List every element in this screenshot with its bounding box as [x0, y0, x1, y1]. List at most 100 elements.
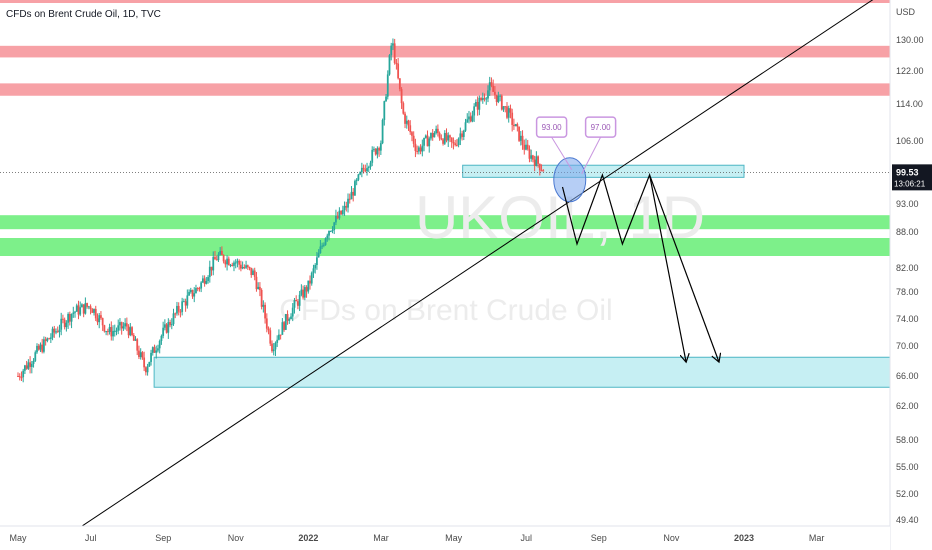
candle-body — [252, 270, 254, 275]
candle-body — [471, 115, 474, 122]
candle-body — [341, 210, 344, 215]
callout-box — [584, 116, 617, 138]
y-tick-label: 66.00 — [896, 371, 919, 381]
candle-body — [497, 95, 500, 102]
candle-body — [390, 45, 393, 56]
candle-body — [430, 133, 432, 139]
candle-body — [452, 142, 455, 144]
candle-body — [43, 339, 45, 352]
candle-body — [89, 306, 92, 310]
candle-body — [537, 156, 539, 164]
candle-body — [255, 276, 258, 290]
candle-body — [265, 318, 268, 329]
candle-body — [443, 132, 446, 144]
candle-body — [253, 270, 256, 277]
candle-body — [260, 290, 263, 307]
candle-body — [436, 128, 439, 134]
y-tick-label: 93.00 — [896, 199, 919, 209]
candle-body — [144, 367, 147, 373]
candle-body — [487, 90, 489, 99]
candle-body — [502, 106, 505, 110]
y-axis[interactable]: 130.00 122.00 114.00 106.00 93.00 88.00 82.00 7… — [889, 0, 932, 550]
candle-body — [523, 144, 526, 150]
candle-body — [485, 98, 488, 100]
y-tick-label: 122.00 — [896, 66, 924, 76]
candle-body — [146, 366, 149, 373]
candle-body — [219, 250, 222, 255]
candle-body — [100, 315, 102, 319]
candle-body — [454, 143, 457, 145]
candle-body — [24, 365, 26, 371]
candle-body — [262, 304, 265, 307]
y-tick-label: 52.00 — [896, 489, 919, 499]
candle-body — [371, 149, 374, 163]
x-tick-label: Mar — [809, 533, 825, 543]
candle-body — [468, 116, 470, 120]
candle-body — [101, 318, 104, 326]
candle-body — [411, 132, 413, 136]
candle-body — [488, 82, 491, 91]
candle-body — [98, 315, 101, 323]
candle-body — [362, 167, 365, 170]
candle-body — [229, 264, 232, 266]
y-tick-label: 49.40 — [896, 515, 919, 525]
candle-body — [87, 306, 90, 308]
candle-body — [75, 305, 78, 312]
candle-body — [86, 303, 89, 307]
candle-body — [528, 149, 531, 159]
x-tick-label: May — [9, 533, 27, 543]
candle-body — [250, 267, 253, 275]
candle-body — [538, 163, 541, 171]
candle-body — [428, 138, 431, 147]
candle-body — [295, 299, 298, 302]
candle-body — [115, 330, 118, 332]
x-axis[interactable]: May Jul Sep Nov 2022 Mar May Jul Sep Nov 2023 Mar — [0, 525, 890, 550]
candle-body — [514, 124, 517, 127]
candle-body — [412, 135, 415, 144]
candle-body — [233, 262, 235, 266]
last-price-tag: 99.53 13:06:21 — [892, 164, 932, 191]
candle-body — [186, 295, 189, 306]
candle-body — [535, 156, 538, 166]
candle-body — [246, 265, 249, 268]
candle-body — [172, 313, 175, 325]
candle-body — [264, 304, 266, 319]
candle-body — [207, 277, 209, 281]
candle-body — [409, 125, 412, 133]
y-tick-label: 58.00 — [896, 435, 919, 445]
candle-body — [231, 264, 234, 266]
candle-body — [195, 288, 197, 294]
candle-body — [476, 102, 479, 110]
candle-body — [62, 318, 64, 320]
candle-body — [293, 299, 296, 308]
candle-body — [129, 327, 132, 336]
candle-body — [388, 55, 391, 75]
y-tick-label: 114.00 — [896, 99, 923, 109]
candle-body — [65, 322, 68, 328]
candle-body — [426, 135, 429, 147]
candle-body — [288, 319, 291, 321]
candle-body — [373, 148, 375, 150]
candle-body — [405, 120, 408, 124]
candle-body — [82, 304, 85, 314]
projection-path — [561, 172, 686, 361]
y-tick-label: 74.00 — [896, 314, 919, 324]
candle-body — [335, 215, 337, 223]
candle-body — [464, 122, 467, 131]
candle-body — [466, 119, 469, 123]
candle-body — [445, 132, 448, 141]
currency-label: USD — [896, 7, 916, 17]
price-tag-value: 99.53 — [896, 167, 919, 177]
candle-body — [402, 103, 405, 114]
candle-body — [397, 63, 400, 79]
y-axis-bg — [890, 0, 932, 550]
candle-body — [519, 135, 522, 141]
candle-body — [132, 335, 135, 341]
candle-body — [191, 289, 194, 297]
candle-body — [257, 286, 260, 290]
candle-body — [521, 135, 524, 145]
candle-body — [385, 96, 387, 102]
candle-body — [93, 308, 95, 313]
